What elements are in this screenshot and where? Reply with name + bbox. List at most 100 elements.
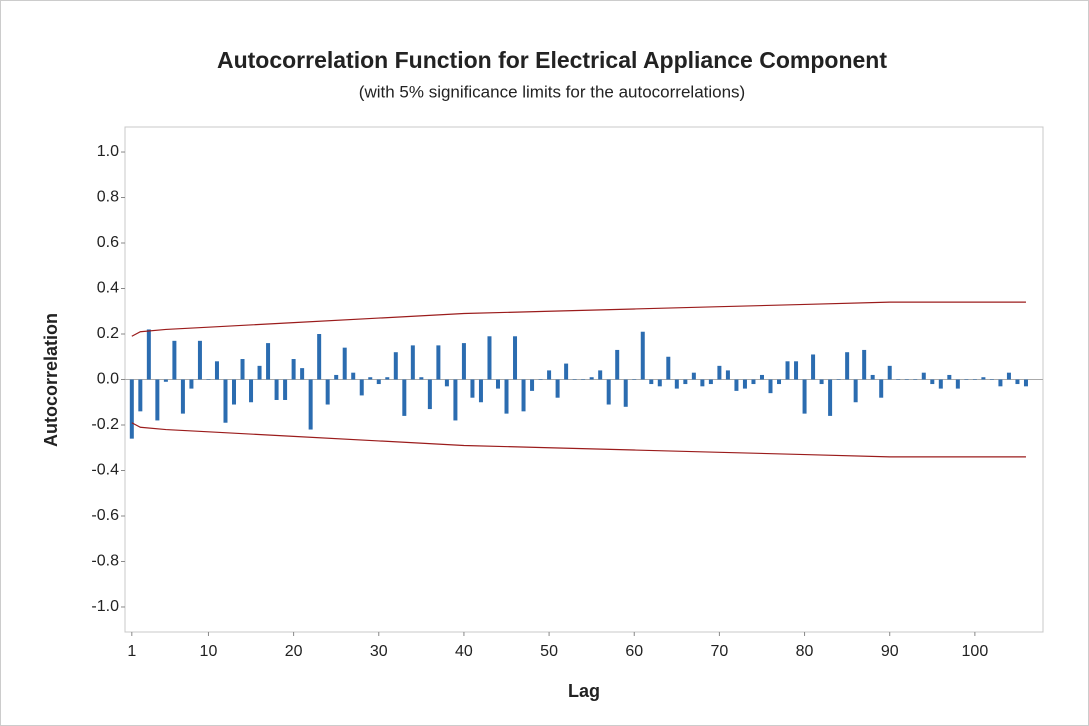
bar — [274, 379, 279, 400]
bar — [811, 354, 816, 380]
bar — [845, 352, 850, 380]
bar — [819, 379, 824, 385]
bar — [802, 379, 807, 414]
bar — [547, 370, 552, 380]
bar — [742, 379, 747, 389]
bar — [342, 347, 347, 380]
bar — [879, 379, 884, 398]
x-tick-label: 80 — [796, 643, 814, 660]
bar — [1006, 372, 1011, 380]
bar — [555, 379, 560, 398]
bar — [981, 377, 986, 380]
significance-limit — [131, 422, 1026, 458]
bar — [972, 379, 977, 380]
x-tick-label: 40 — [455, 643, 473, 660]
bar — [606, 379, 611, 405]
bar — [393, 352, 398, 380]
significance-limit — [131, 301, 1026, 337]
bar — [129, 379, 134, 439]
bar — [794, 361, 799, 380]
bar — [657, 379, 662, 387]
bar — [521, 379, 526, 412]
bar — [266, 343, 271, 380]
bar — [325, 379, 330, 405]
y-tick-label: 0.0 — [97, 371, 119, 388]
bar — [487, 336, 492, 380]
bar — [146, 329, 151, 380]
bar — [436, 345, 441, 380]
bar — [700, 379, 705, 387]
y-tick-label: -1.0 — [91, 598, 119, 615]
x-tick-label: 70 — [711, 643, 729, 660]
bar — [666, 356, 671, 380]
chart-subtitle: (with 5% significance limits for the aut… — [359, 82, 745, 101]
bar — [683, 379, 688, 385]
bar — [513, 336, 518, 380]
bar — [964, 379, 969, 380]
bar — [581, 379, 586, 380]
bar — [589, 377, 594, 380]
chart-title: Autocorrelation Function for Electrical … — [217, 47, 887, 73]
x-axis-label: Lag — [568, 681, 600, 701]
bar — [921, 372, 926, 380]
bar — [453, 379, 458, 421]
y-tick-label: -0.2 — [91, 416, 119, 433]
bar — [896, 379, 901, 380]
bar — [904, 379, 909, 380]
y-tick-label: -0.4 — [91, 462, 119, 479]
bar — [300, 368, 305, 380]
x-tick-label: 10 — [200, 643, 218, 660]
y-tick-label: 0.6 — [97, 234, 119, 251]
bar — [708, 379, 713, 385]
bar — [870, 374, 875, 380]
bar — [538, 379, 543, 380]
bar — [308, 379, 313, 430]
bar — [351, 372, 356, 380]
bar — [180, 379, 185, 414]
bar — [947, 374, 952, 380]
bar — [989, 379, 994, 380]
bar — [674, 379, 679, 389]
bar — [836, 379, 841, 380]
x-tick-label: 100 — [962, 643, 989, 660]
bar — [632, 379, 637, 380]
bar — [478, 379, 483, 403]
bar — [223, 379, 228, 423]
bar — [751, 379, 756, 385]
bar — [376, 379, 381, 385]
bar — [828, 379, 833, 416]
bar — [530, 379, 535, 391]
bar — [564, 363, 569, 380]
bar — [623, 379, 628, 407]
bar — [138, 379, 143, 412]
bar — [249, 379, 254, 403]
y-tick-label: -0.8 — [91, 553, 119, 570]
bar — [495, 379, 500, 389]
bar — [938, 379, 943, 389]
bar — [725, 370, 730, 380]
bar — [640, 331, 645, 380]
bar — [777, 379, 782, 385]
bar — [615, 349, 620, 380]
bar — [283, 379, 288, 400]
bar — [1023, 379, 1028, 387]
y-tick-label: 0.8 — [97, 189, 119, 206]
bar — [785, 361, 790, 380]
bar — [862, 349, 867, 380]
bar — [240, 359, 245, 380]
bar — [385, 377, 390, 380]
bar — [759, 374, 764, 380]
x-tick-label: 1 — [127, 643, 136, 660]
bar — [717, 365, 722, 380]
bar — [504, 379, 509, 414]
bar — [955, 379, 960, 389]
bar — [1015, 379, 1020, 385]
bar — [197, 340, 202, 380]
bar — [368, 377, 373, 380]
bar — [649, 379, 654, 385]
bar — [206, 379, 211, 380]
bar — [444, 379, 449, 387]
bar — [419, 377, 424, 380]
bar — [887, 365, 892, 380]
